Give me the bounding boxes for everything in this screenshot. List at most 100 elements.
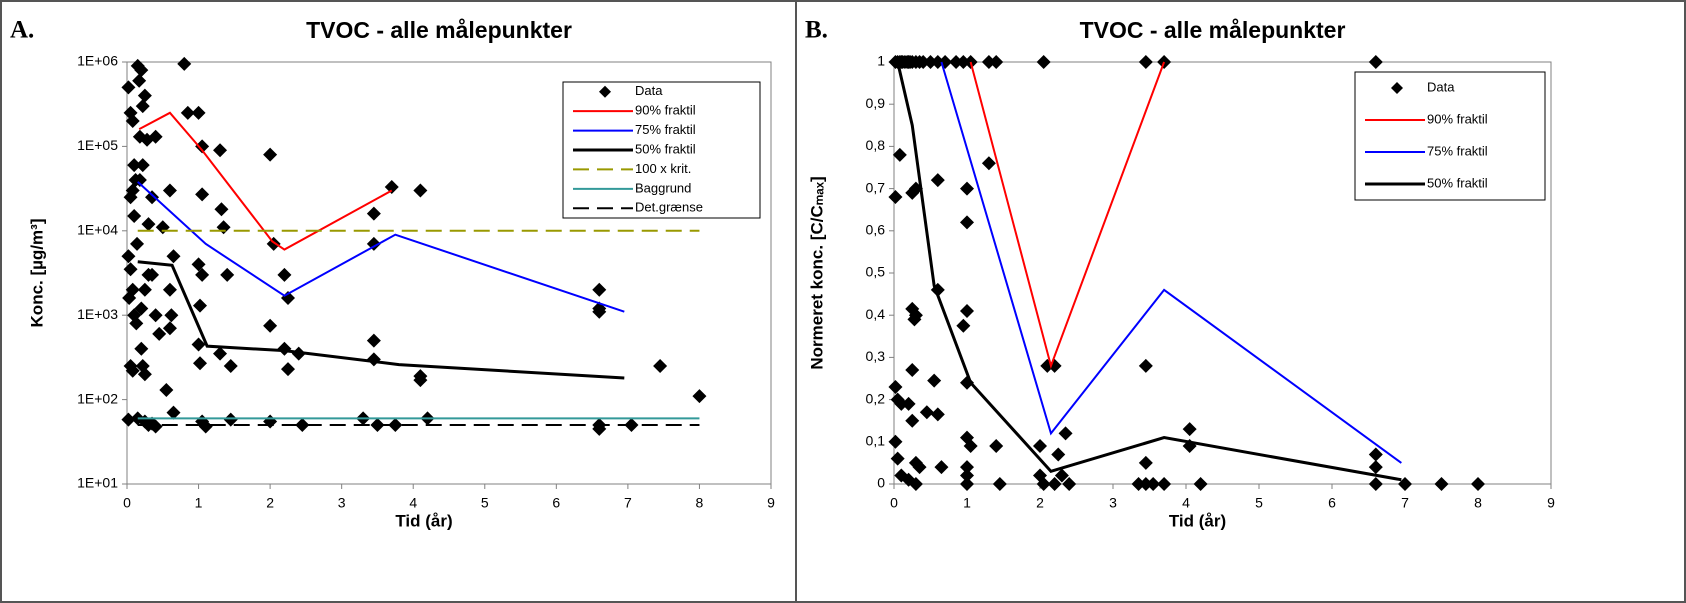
data-point — [901, 396, 916, 411]
legend-label: Data — [1427, 79, 1455, 94]
x-tick-label: 3 — [1109, 495, 1117, 511]
y-tick-label: 0 — [877, 475, 885, 491]
data-point — [162, 282, 177, 297]
data-point — [888, 190, 903, 205]
series-line — [969, 61, 1166, 370]
data-point — [162, 183, 177, 198]
x-tick-label: 7 — [624, 495, 632, 511]
y-tick-label: 0,6 — [866, 222, 886, 238]
y-tick-label: 0,9 — [866, 95, 886, 111]
legend-label: Baggrund — [635, 180, 691, 195]
data-point — [123, 190, 138, 205]
data-point — [214, 202, 229, 217]
data-point — [122, 290, 137, 305]
data-point — [930, 407, 945, 422]
data-point — [1398, 477, 1412, 491]
data-point — [989, 55, 1004, 69]
plot-area — [126, 61, 772, 485]
data-point — [148, 419, 163, 434]
y-tick-label: 0,5 — [866, 264, 886, 280]
data-point — [912, 460, 927, 475]
legend-label: 50% fraktil — [1427, 175, 1488, 190]
x-tick-label: 0 — [123, 495, 131, 511]
data-point — [960, 303, 974, 318]
data-point — [1157, 477, 1172, 491]
data-point — [981, 156, 996, 171]
x-axis-label: Tid (år) — [1169, 511, 1226, 530]
data-point — [263, 147, 278, 162]
series-line — [896, 61, 1402, 482]
data-point — [166, 405, 181, 420]
legend-label: 90% fraktil — [1427, 111, 1488, 126]
data-point — [266, 236, 281, 251]
data-point — [195, 267, 210, 282]
data-point — [1051, 447, 1066, 462]
data-point — [1471, 477, 1485, 491]
y-tick-label: 1E+01 — [77, 475, 118, 491]
data-point — [963, 439, 978, 454]
data-point — [1138, 55, 1153, 69]
data-point — [127, 208, 142, 223]
y-tick-label: 1E+03 — [77, 306, 118, 322]
data-point — [127, 158, 142, 173]
series-line — [940, 61, 1402, 464]
x-tick-label: 3 — [338, 495, 346, 511]
data-point — [162, 321, 177, 336]
legend-label: 90% fraktil — [635, 103, 696, 118]
y-tick-label: 1E+06 — [77, 53, 118, 69]
legend-label: Det.grænse — [635, 200, 703, 215]
data-point — [295, 418, 310, 433]
data-point — [159, 382, 174, 397]
data-point — [152, 326, 167, 341]
data-point — [1434, 477, 1449, 491]
data-point — [413, 373, 428, 388]
data-point — [180, 105, 195, 120]
series-line — [137, 260, 625, 380]
data-point — [1047, 358, 1062, 373]
data-point — [384, 180, 399, 195]
y-tick-label: 1 — [877, 53, 885, 69]
data-point — [960, 460, 974, 475]
y-tick-label: 1E+02 — [77, 390, 118, 406]
data-point — [263, 318, 278, 333]
chart-title: TVOC - alle målepunkter — [306, 17, 572, 43]
data-point — [281, 290, 295, 305]
data-point — [145, 267, 160, 282]
data-point — [164, 308, 179, 323]
data-point — [134, 63, 149, 78]
data-point — [1182, 422, 1197, 437]
data-point — [121, 80, 136, 95]
data-point — [213, 143, 228, 158]
y-axis-label: Normeret konc. [C/Cₘₐₓ] — [807, 176, 826, 369]
x-tick-label: 4 — [1182, 495, 1190, 511]
data-point — [949, 55, 964, 69]
data-point — [1062, 477, 1077, 491]
data-point — [992, 477, 1007, 491]
panel-label: B. — [805, 17, 828, 44]
data-point — [148, 129, 163, 144]
data-point — [1058, 426, 1073, 441]
data-point — [135, 99, 150, 114]
data-point — [121, 412, 136, 427]
legend-label: 75% fraktil — [1427, 143, 1488, 158]
data-point — [191, 337, 206, 352]
data-point — [277, 341, 292, 356]
data-point — [370, 418, 385, 433]
data-point — [192, 356, 207, 371]
data-point — [1047, 477, 1062, 491]
data-point — [960, 181, 974, 196]
x-tick-label: 1 — [963, 495, 971, 511]
y-tick-label: 0,4 — [866, 306, 886, 322]
x-tick-label: 6 — [552, 495, 560, 511]
x-tick-label: 1 — [195, 495, 203, 511]
data-point — [192, 298, 207, 313]
data-point — [198, 419, 213, 434]
data-point — [263, 414, 278, 429]
data-point — [121, 249, 136, 264]
data-point — [905, 413, 920, 428]
data-point — [134, 341, 149, 356]
data-point — [981, 55, 996, 69]
data-point — [366, 206, 381, 221]
data-point — [132, 172, 147, 187]
